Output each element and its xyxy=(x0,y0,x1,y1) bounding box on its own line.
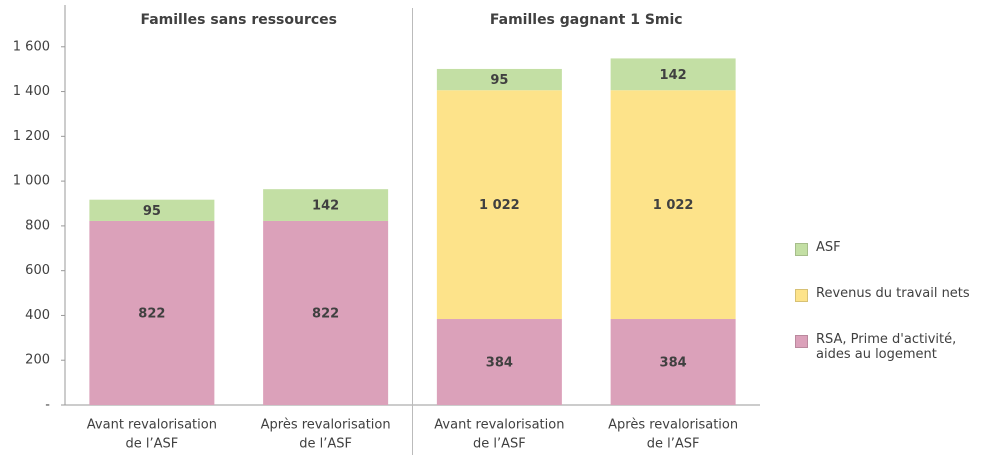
data-label: 95 xyxy=(143,204,161,219)
bar-segment xyxy=(89,199,215,221)
data-label: 384 xyxy=(660,356,687,371)
legend-swatch xyxy=(795,335,808,348)
data-label: 1 022 xyxy=(653,198,694,213)
y-tick-label: 1 400 xyxy=(13,84,50,99)
y-tick-label: 1 000 xyxy=(13,174,50,189)
legend-swatch xyxy=(795,289,808,302)
bar-segment xyxy=(263,189,389,221)
x-tick-label: Avant revalorisation xyxy=(434,418,564,433)
legend-item: RSA, Prime d'activité, aides au logement xyxy=(795,332,995,362)
y-tick-label: 800 xyxy=(25,218,50,233)
data-label: 384 xyxy=(486,356,513,371)
data-label: 142 xyxy=(312,199,339,214)
x-tick-label: de l’ASF xyxy=(299,437,352,452)
x-tick-label: Après revalorisation xyxy=(261,418,391,433)
x-tick-label: Après revalorisation xyxy=(608,418,738,433)
y-tick-label: - xyxy=(45,398,50,413)
bar-segment xyxy=(436,90,562,320)
y-tick-label: 1 600 xyxy=(13,39,50,54)
x-tick-label: de l’ASF xyxy=(647,437,700,452)
data-label: 142 xyxy=(660,68,687,83)
x-tick-label: Avant revalorisation xyxy=(87,418,217,433)
bar-segment xyxy=(610,319,736,405)
legend-label: ASF xyxy=(816,240,841,255)
y-tick-label: 600 xyxy=(25,263,50,278)
legend-label: Revenus du travail nets xyxy=(816,286,970,301)
data-label: 822 xyxy=(138,306,165,321)
y-tick-label: 400 xyxy=(25,308,50,323)
group-title: Familles gagnant 1 Smic xyxy=(490,12,683,28)
bar-segment xyxy=(436,68,562,91)
data-label: 1 022 xyxy=(479,198,520,213)
legend: ASF Revenus du travail nets RSA, Prime d'a… xyxy=(795,240,995,392)
legend-swatch xyxy=(795,243,808,256)
x-tick-label: de l’ASF xyxy=(473,437,526,452)
legend-label: RSA, Prime d'activité, aides au logement xyxy=(816,332,957,362)
legend-item: ASF xyxy=(795,240,995,256)
bar-segment xyxy=(263,220,389,405)
data-label: 95 xyxy=(490,73,508,88)
bar-segment xyxy=(89,220,215,405)
y-tick-label: 1 200 xyxy=(13,129,50,144)
bar-segment xyxy=(610,58,736,91)
bar-segment xyxy=(436,319,562,405)
bar-segment xyxy=(610,90,736,320)
x-tick-label: de l’ASF xyxy=(126,437,179,452)
legend-item: Revenus du travail nets xyxy=(795,286,995,302)
data-label: 822 xyxy=(312,306,339,321)
group-title: Familles sans ressources xyxy=(140,12,337,28)
y-tick-label: 200 xyxy=(25,353,50,368)
